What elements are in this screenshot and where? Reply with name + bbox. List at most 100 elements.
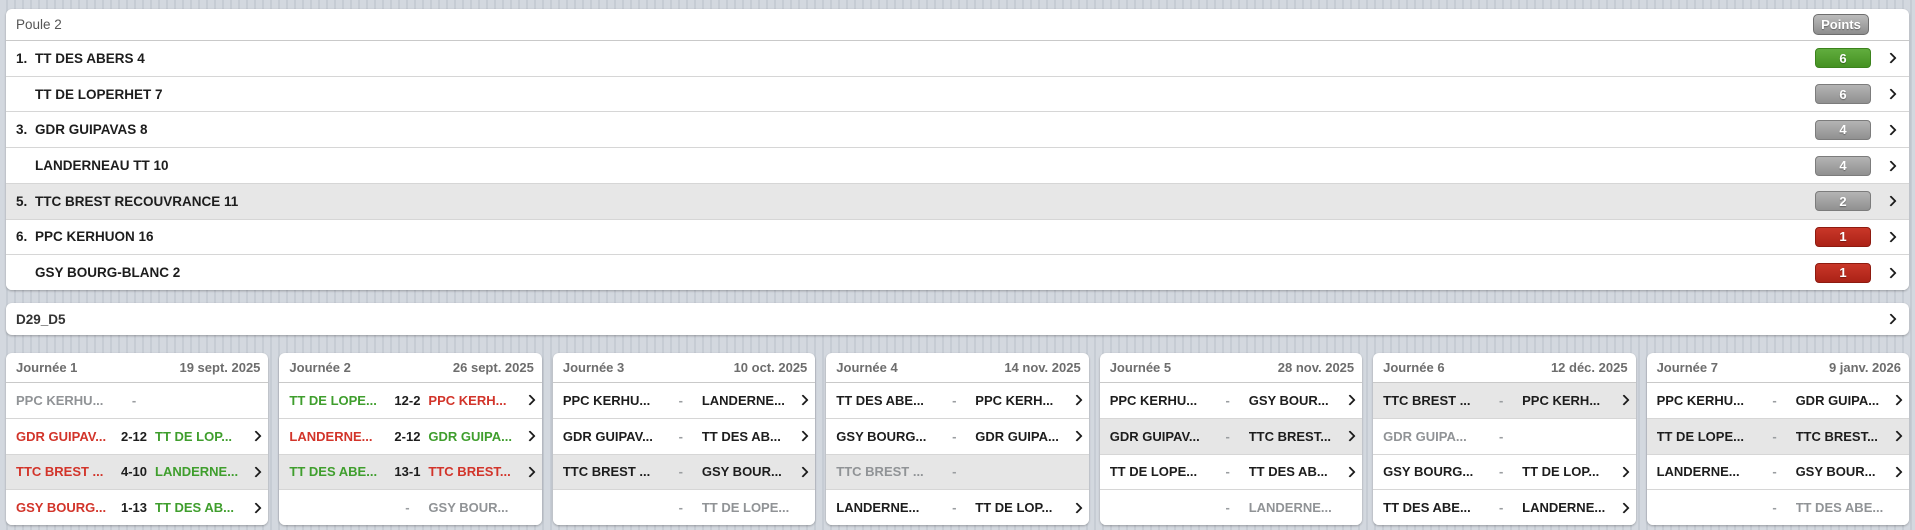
pool-title: Poule 2: [16, 17, 62, 32]
round-header: Journée 2 26 sept. 2025: [279, 353, 542, 383]
chevron-right-icon: [1891, 394, 1903, 407]
points-badge: 4: [1815, 119, 1871, 140]
match-score: -: [678, 464, 684, 480]
standings-row[interactable]: 6. PPC KERHUON 16 1: [6, 219, 1909, 256]
standings-row[interactable]: GSY BOURG-BLANC 2 1: [6, 255, 1909, 290]
round-header: Journée 3 10 oct. 2025: [552, 353, 816, 383]
home-team: LANDERNE...: [289, 428, 373, 444]
round-header: Journée 7 9 janv. 2026: [1646, 353, 1909, 383]
round-header: Journée 5 28 nov. 2025: [1099, 353, 1363, 383]
chevron-right-icon: [1891, 466, 1903, 478]
standings-row[interactable]: LANDERNEAU TT 10 4: [6, 148, 1909, 184]
chevron-slot: [797, 466, 809, 478]
points-column-badge[interactable]: Points: [1813, 14, 1869, 35]
chevron-slot: [524, 394, 536, 407]
chevron-right-icon: [1885, 124, 1897, 136]
points-badge: 1: [1815, 226, 1871, 247]
match-score: -: [1498, 464, 1504, 480]
away-team: LANDERNE...: [155, 464, 239, 480]
team-rank: 6.: [16, 229, 28, 245]
match-score: -: [1225, 428, 1230, 444]
match-row[interactable]: GDR GUIPAV... - TT DES AB...: [552, 418, 816, 455]
match-row[interactable]: TTC BREST ... 4-10 LANDERNE...: [6, 454, 269, 491]
chevron-slot: [1617, 394, 1630, 407]
standings-card: Poule 2 Points 1. TT DES ABERS 4 6 TT DE LO…: [6, 9, 1909, 290]
match-row[interactable]: TT DE LOPE... 12-2 PPC KERH...: [279, 383, 542, 419]
chevron-right-icon: [1071, 501, 1083, 514]
chevron-slot: [1617, 466, 1630, 478]
chevron-slot: [1344, 466, 1356, 478]
chevron-right-icon: [797, 466, 809, 478]
team-name: LANDERNEAU TT 10: [35, 158, 169, 174]
match-row[interactable]: TT DES ABE... - LANDERNE...: [1373, 490, 1636, 525]
match-score: -: [678, 500, 684, 516]
points-badge: 2: [1815, 191, 1871, 212]
away-team: TTC BREST...: [1795, 428, 1878, 444]
match-score: -: [1225, 500, 1230, 516]
match-row[interactable]: PPC KERHU... - GSY BOUR...: [1099, 383, 1363, 419]
match-score: -: [952, 500, 957, 516]
chevron-slot: [524, 466, 536, 478]
match-score: -: [1225, 392, 1230, 408]
match-row[interactable]: TTC BREST ... - GSY BOUR...: [552, 454, 816, 491]
match-row[interactable]: GDR GUIPAV... - TTC BREST...: [1099, 418, 1363, 455]
away-team: GSY BOUR...: [1795, 464, 1876, 480]
home-team: GSY BOURG...: [16, 500, 107, 516]
match-row[interactable]: TT DE LOPE... - TTC BREST...: [1646, 418, 1909, 455]
match-score: -: [952, 392, 957, 408]
team-name: PPC KERHUON 16: [35, 229, 154, 245]
division-bar[interactable]: D29_D5: [6, 303, 1909, 335]
match-row[interactable]: GDR GUIPAV... 2-12 TT DE LOP...: [6, 418, 269, 455]
home-team: PPC KERHU...: [1656, 392, 1744, 408]
match-row[interactable]: TT DES ABE... 13-1 TTC BREST...: [279, 454, 542, 491]
away-team: TT DE LOP...: [975, 500, 1053, 516]
match-row: TTC BREST ... -: [826, 454, 1089, 491]
away-team: LANDERNE...: [1248, 500, 1332, 516]
match-row[interactable]: PPC KERHU... - LANDERNE...: [552, 383, 816, 419]
match-row[interactable]: LANDERNE... 2-12 GDR GUIPA...: [279, 418, 542, 455]
match-row[interactable]: GSY BOURG... - TT DE LOP...: [1373, 454, 1636, 491]
match-score: -: [1772, 500, 1777, 516]
team-name: TT DES ABERS 4: [35, 50, 145, 66]
match-row: - GSY BOUR...: [279, 490, 542, 525]
match-row[interactable]: LANDERNE... - GSY BOUR...: [1646, 454, 1909, 491]
standings-row[interactable]: 3. GDR GUIPAVAS 8 4: [6, 112, 1909, 149]
match-row[interactable]: TTC BREST ... - PPC KERH...: [1373, 383, 1636, 419]
away-team: TT DES ABE...: [1795, 500, 1884, 516]
match-row[interactable]: GSY BOURG... 1-13 TT DES AB...: [6, 490, 269, 525]
away-team: TT DES AB...: [1248, 464, 1328, 480]
home-team: GDR GUIPAV...: [16, 428, 107, 444]
team-rank: 1.: [16, 50, 28, 66]
round-date: 19 sept. 2025: [179, 360, 261, 375]
team-rank: 3.: [16, 122, 28, 138]
chevron-right-icon: [1885, 231, 1897, 243]
round-label: Journée 3: [562, 360, 625, 375]
standings-row[interactable]: 5. TTC BREST RECOUVRANCE 11 2: [6, 183, 1909, 220]
standings-row[interactable]: TT DE LOPERHET 7 6: [6, 76, 1909, 113]
away-team: PPC KERH...: [1522, 392, 1601, 408]
match-row[interactable]: TT DE LOPE... - TT DES AB...: [1099, 454, 1363, 491]
round-date: 28 nov. 2025: [1277, 360, 1355, 375]
away-team: TT DE LOPE...: [701, 500, 790, 516]
away-team: TT DES AB...: [701, 428, 781, 444]
away-team: LANDERNE...: [701, 392, 785, 408]
standings-row[interactable]: 1. TT DES ABERS 4 6: [6, 41, 1909, 77]
home-team: TTC BREST ...: [562, 464, 651, 480]
match-row[interactable]: GSY BOURG... - GDR GUIPA...: [826, 418, 1089, 455]
chevron-right-icon: [1885, 313, 1897, 325]
chevron-right-icon: [1885, 88, 1897, 100]
home-team: PPC KERHU...: [16, 392, 104, 408]
match-row[interactable]: PPC KERHU... - GDR GUIPA...: [1646, 383, 1909, 419]
match-row: PPC KERHU... -: [6, 383, 269, 419]
chevron-slot: [1071, 430, 1083, 442]
standings-header: Poule 2 Points: [6, 9, 1909, 41]
match-row: - TT DE LOPE...: [552, 490, 816, 525]
away-team: GSY BOUR...: [428, 500, 509, 516]
away-team: GSY BOUR...: [701, 464, 782, 480]
chevron-right-icon: [1617, 394, 1630, 407]
match-row[interactable]: LANDERNE... - TT DE LOP...: [826, 490, 1089, 525]
chevron-right-icon: [250, 501, 263, 514]
match-row[interactable]: TT DES ABE... - PPC KERH...: [826, 383, 1089, 419]
division-label: D29_D5: [16, 311, 66, 327]
away-team: PPC KERH...: [428, 392, 507, 408]
